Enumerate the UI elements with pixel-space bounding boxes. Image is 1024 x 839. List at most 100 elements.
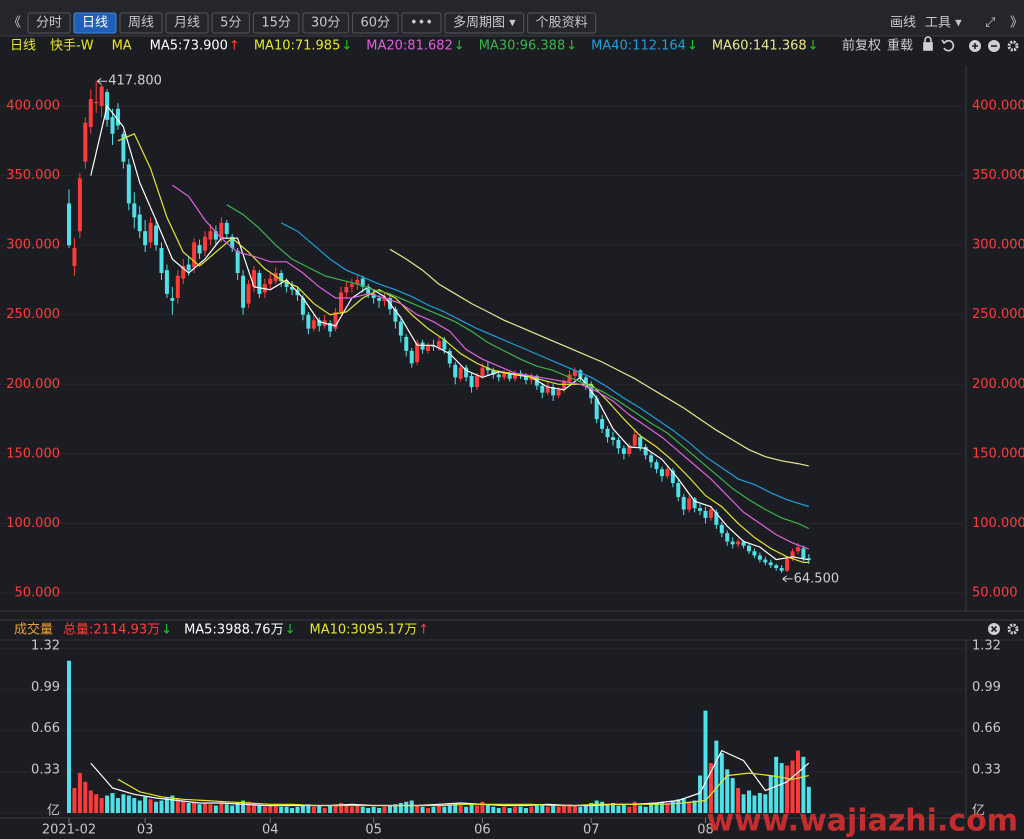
candle-body	[404, 336, 409, 351]
y-tick-label: 200.000	[6, 377, 60, 392]
ma-line	[117, 133, 809, 563]
toolbar-right-item[interactable]: 》	[1010, 16, 1023, 31]
x-tick-label: 03	[137, 823, 154, 838]
ma-legend: MA5:73.900	[150, 39, 228, 54]
legend-icons	[923, 36, 1019, 635]
candle-body	[698, 508, 703, 511]
toolbar-button-label[interactable]: 30分	[311, 16, 341, 31]
volume-bar	[611, 803, 615, 814]
volume-bar	[197, 804, 202, 814]
adjust-option[interactable]: 重载	[887, 38, 913, 54]
y-tick-label: 150.000	[6, 446, 60, 461]
toolbar-button-label[interactable]: 5分	[220, 16, 241, 31]
toolbar-button-label[interactable]: •••	[410, 16, 433, 31]
volume-bar	[284, 806, 289, 814]
volume-bar	[638, 805, 643, 814]
toolbar-button-label[interactable]: 60分	[360, 16, 390, 31]
volume-bar	[409, 800, 414, 814]
nav-prev[interactable]: 《	[8, 16, 21, 31]
candle-body	[230, 236, 235, 248]
volume-bar	[159, 800, 164, 814]
x-tick-label: 04	[262, 823, 279, 838]
toolbar-button[interactable]	[27, 12, 71, 34]
toolbar-button[interactable]	[527, 12, 597, 34]
adjust-option[interactable]: 前复权	[842, 38, 881, 54]
volume-bar	[562, 805, 567, 814]
ma-line	[90, 749, 810, 807]
settings-icon[interactable]	[1007, 40, 1019, 52]
candle-body	[382, 296, 387, 301]
volume-bar	[502, 806, 507, 814]
toolbar-button[interactable]	[401, 12, 442, 34]
lock-icon[interactable]	[923, 42, 933, 51]
volume-bar	[349, 806, 354, 814]
undo-icon[interactable]	[941, 39, 955, 52]
ma-trend: ↓	[808, 39, 819, 54]
toolbar-button[interactable]	[165, 12, 209, 34]
toolbar-button[interactable]	[119, 12, 163, 34]
volume-ma-legend: MA10:3095.17万	[310, 623, 418, 638]
candle-body	[768, 562, 773, 566]
toolbar-button[interactable]	[211, 12, 250, 34]
volume-bar	[344, 805, 349, 814]
candle-body	[485, 367, 490, 371]
volume-bar	[458, 805, 463, 814]
candle-body	[654, 462, 659, 470]
candle-body	[741, 541, 746, 546]
volume-bar	[339, 803, 343, 814]
candle-body	[806, 558, 811, 560]
candle-body	[545, 385, 550, 393]
candle-body	[611, 437, 615, 440]
candle-body	[801, 548, 806, 559]
y-tick-label: 100.000	[6, 516, 60, 531]
volume-bar	[224, 804, 229, 814]
toolbar-button[interactable]	[351, 12, 399, 34]
y2-tick-label: 350.000	[972, 168, 1024, 183]
toolbar-button-label[interactable]: 月线	[174, 16, 200, 31]
toolbar-button[interactable]	[252, 12, 300, 34]
ma-line	[117, 772, 809, 807]
candle-body	[426, 345, 431, 351]
candle-body	[643, 446, 648, 456]
candle-body	[409, 350, 414, 364]
toolbar-button-label[interactable]: 个股资料	[536, 16, 588, 31]
toolbar-right-item[interactable]: 工具 ▾	[925, 16, 962, 31]
volume-bar	[643, 806, 648, 814]
toolbar-right-item[interactable]: ⤢	[985, 16, 995, 31]
volume-bar	[698, 775, 703, 814]
y-tick-label: 250.000	[6, 307, 60, 322]
toolbar-right-item[interactable]: 画线	[890, 16, 916, 31]
candle-body	[605, 428, 610, 438]
settings-icon[interactable]	[1007, 623, 1019, 635]
candle-body	[181, 266, 186, 279]
volume-bar	[377, 808, 382, 814]
candle-body	[115, 108, 120, 126]
volume-bar	[774, 756, 779, 814]
volume-bar	[545, 806, 550, 814]
toolbar-button-label[interactable]: 分时	[36, 16, 62, 31]
toolbar-button[interactable]	[73, 12, 117, 34]
toolbar-button-label[interactable]: 15分	[261, 16, 291, 31]
candle-body	[757, 555, 762, 560]
ma-legend: MA40:112.164	[591, 39, 686, 54]
candle-body	[572, 370, 577, 376]
volume-bar	[665, 804, 670, 814]
toolbar-button[interactable]	[302, 12, 349, 34]
volume-bar	[779, 763, 784, 814]
toolbar-button-label[interactable]: 日线	[82, 16, 108, 31]
candle-body	[126, 164, 131, 204]
volume-bar	[366, 808, 371, 814]
watermark: www.wajiazhi.com	[706, 804, 1018, 839]
toolbar-button-label[interactable]: 多周期图 ▾	[453, 15, 516, 31]
volume-bar	[469, 804, 474, 814]
toolbar-button-label[interactable]: 周线	[128, 16, 154, 31]
volume-bar	[67, 660, 71, 814]
candle-body	[681, 497, 686, 510]
toolbar-button[interactable]	[444, 12, 525, 34]
candle-body	[300, 298, 305, 315]
indicator-name: MA	[112, 39, 132, 54]
volume-bar	[306, 804, 311, 814]
candle-body	[502, 373, 507, 378]
volume-bar	[77, 773, 82, 814]
